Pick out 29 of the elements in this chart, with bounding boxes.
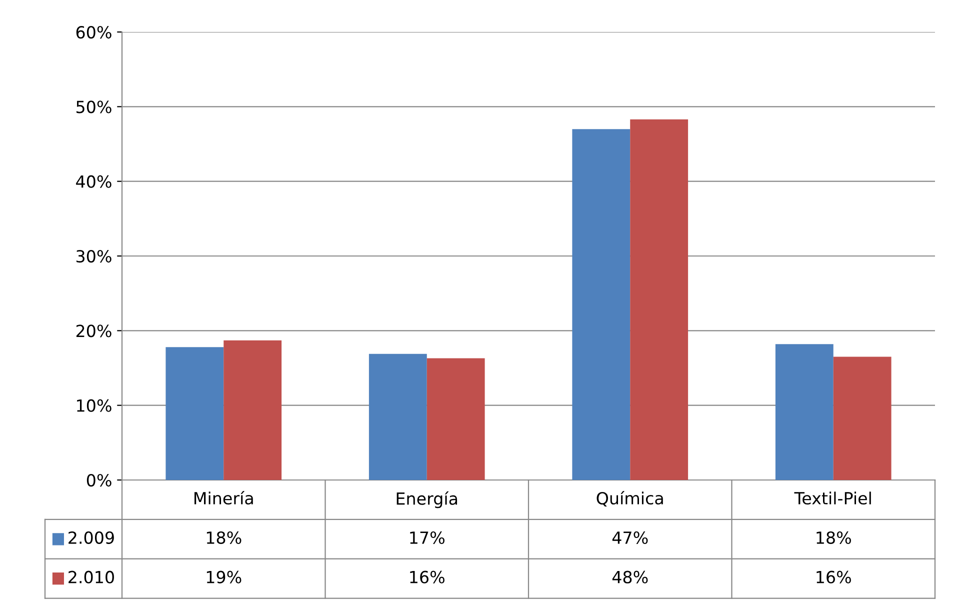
y-tick-label: 50% — [76, 100, 112, 114]
bar — [572, 129, 630, 480]
data-label: 16% — [410, 570, 444, 584]
data-label: 48% — [612, 570, 648, 584]
x-tick-label: Textil-Piel — [794, 492, 871, 505]
bar — [368, 354, 427, 480]
x-tick-label: Química — [596, 490, 663, 506]
x-tick-label: Energía — [396, 491, 458, 508]
data-label: 18% — [816, 531, 851, 544]
bar — [630, 119, 688, 480]
bar — [833, 356, 892, 480]
data-label: 47% — [612, 531, 648, 544]
y-tick-label: 0% — [86, 474, 112, 487]
bar — [166, 347, 224, 480]
y-tick-label: 60% — [76, 26, 112, 39]
legend-label: 2.010 — [68, 570, 114, 584]
x-tick-label: Minería — [194, 490, 253, 505]
data-label: 17% — [410, 531, 444, 544]
bar — [426, 358, 485, 480]
y-tick-label: 20% — [76, 324, 112, 338]
data-label: 18% — [206, 531, 242, 544]
legend-label: 2.009 — [68, 531, 114, 544]
y-tick-label: 30% — [76, 250, 112, 263]
data-label: 19% — [206, 570, 242, 584]
y-tick-label: 10% — [77, 399, 112, 412]
y-tick-label: 40% — [76, 175, 112, 188]
bar — [775, 344, 834, 480]
bar — [224, 340, 282, 480]
data-label: 16% — [816, 570, 851, 584]
